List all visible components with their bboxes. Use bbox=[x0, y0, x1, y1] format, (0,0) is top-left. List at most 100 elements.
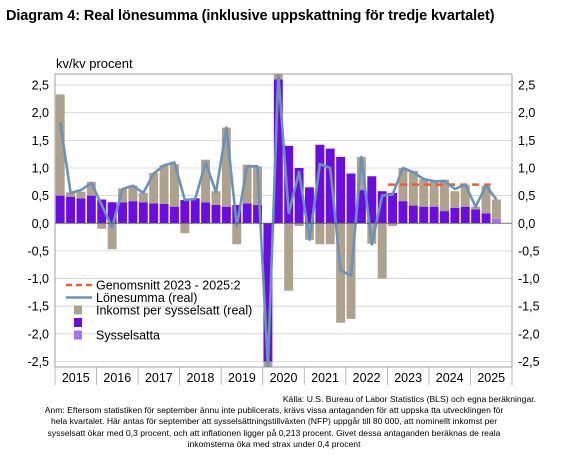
income-bar bbox=[97, 223, 107, 229]
y-tick-label-left: 1,5 bbox=[32, 134, 49, 148]
x-tick-label: 2016 bbox=[103, 371, 131, 385]
income-bar bbox=[221, 127, 231, 207]
y-tick-label-right: 2,5 bbox=[518, 79, 535, 93]
y-tick-label-left: 2,5 bbox=[32, 79, 49, 93]
employed-bar bbox=[97, 199, 107, 224]
x-tick-label: 2022 bbox=[353, 371, 381, 385]
income-bar bbox=[388, 223, 398, 227]
y-tick-label-right: 0,0 bbox=[518, 217, 535, 231]
income-bar bbox=[242, 164, 252, 204]
y-tick-label-right: 1,0 bbox=[518, 161, 535, 175]
note-line: hela kvartalet. Här antas för september … bbox=[50, 416, 498, 427]
chart-title: Diagram 4: Real lönesumma (inklusive upp… bbox=[6, 8, 495, 24]
legend-swatch-bar bbox=[74, 305, 82, 315]
y-tick-label-right: -0,5 bbox=[518, 244, 540, 258]
employed-bar bbox=[169, 206, 179, 224]
y-tick-label-left: -0,5 bbox=[27, 244, 49, 258]
employed-bar bbox=[377, 191, 387, 224]
employed-bar bbox=[284, 145, 294, 224]
employed-bar bbox=[450, 207, 460, 224]
plot-area bbox=[55, 74, 501, 367]
income-bar bbox=[377, 223, 387, 279]
income-bar bbox=[138, 192, 148, 203]
legend-label: Inkomst per sysselsatt (real) bbox=[96, 304, 252, 318]
employed-bar bbox=[86, 195, 96, 224]
employed-bar bbox=[128, 201, 138, 224]
income-bar bbox=[419, 179, 429, 207]
income-bar bbox=[149, 172, 159, 204]
x-tick-label: 2025 bbox=[477, 371, 505, 385]
employed-bar bbox=[138, 202, 148, 224]
employed-bar bbox=[76, 198, 86, 224]
y-tick-label-left: 0,0 bbox=[32, 217, 49, 231]
employed-bar bbox=[107, 202, 117, 224]
income-bar bbox=[336, 223, 346, 323]
employed-bar bbox=[315, 144, 325, 224]
income-bar bbox=[273, 74, 283, 80]
x-tick-label: 2024 bbox=[436, 371, 464, 385]
income-bar bbox=[460, 184, 470, 207]
employed-bar bbox=[242, 203, 252, 224]
annotation-note: Anm: Eftersom statistiken för september … bbox=[0, 405, 548, 451]
employed-bar bbox=[211, 205, 221, 224]
y-axis-label: kv/kv procent bbox=[56, 56, 133, 71]
income-bar bbox=[356, 156, 366, 191]
employed-bar bbox=[304, 187, 314, 224]
x-tick-label: 2020 bbox=[270, 371, 298, 385]
y-tick-label-right: -1,0 bbox=[518, 272, 540, 286]
income-bar bbox=[159, 165, 169, 204]
y-tick-label-right: 2,0 bbox=[518, 106, 535, 120]
income-bar bbox=[201, 159, 211, 203]
income-bar bbox=[450, 191, 460, 208]
employed-bar bbox=[440, 211, 449, 224]
note-line: Anm: Eftersom statistiken för september … bbox=[44, 405, 504, 415]
employed-bar bbox=[273, 79, 283, 224]
income-bar bbox=[66, 192, 76, 197]
legend-label: Sysselsatta bbox=[96, 329, 160, 343]
income-bar bbox=[180, 223, 190, 234]
employed-bar bbox=[388, 192, 398, 224]
legend-label: Genomsnitt 2023 - 2025:2 bbox=[96, 279, 241, 293]
employed-bar bbox=[190, 198, 200, 224]
legend-swatch-bar bbox=[74, 330, 82, 340]
income-bar bbox=[325, 223, 335, 245]
y-tick-label-right: 0,5 bbox=[518, 189, 535, 203]
x-tick-label: 2018 bbox=[187, 371, 215, 385]
wage-sum-line bbox=[58, 74, 498, 367]
chart-canvas: 2,5 2,5 2,0 2,0 1,5 1,5 1,0 1,0 0,5 0,5 0,0 0,0 -0,5… bbox=[27, 73, 540, 385]
employed-bar bbox=[159, 203, 169, 224]
employed-bar bbox=[346, 173, 356, 224]
y-tick-label-left: 0,5 bbox=[32, 189, 49, 203]
x-tick-label: 2021 bbox=[311, 371, 339, 385]
y-tick-label-left: 2,0 bbox=[32, 106, 49, 120]
income-bar bbox=[284, 223, 294, 291]
employed-bar bbox=[398, 201, 408, 224]
y-tick-label-left: -1,0 bbox=[27, 272, 49, 286]
x-tick-label: 2015 bbox=[62, 371, 90, 385]
source-note: Källa: U.S. Bureau of Labor Statistics (… bbox=[282, 394, 536, 404]
y-tick-label-right: -1,5 bbox=[518, 300, 540, 314]
income-bar bbox=[211, 191, 221, 206]
income-bar bbox=[491, 199, 501, 219]
employed-bar bbox=[66, 196, 76, 224]
income-bar bbox=[76, 191, 86, 199]
employed-bar bbox=[367, 176, 377, 224]
y-tick-label-left: 1,0 bbox=[32, 161, 49, 175]
employed-bar bbox=[336, 156, 346, 224]
income-bar bbox=[107, 223, 117, 250]
employed-bar bbox=[460, 206, 470, 224]
x-tick-label: 2019 bbox=[228, 371, 256, 385]
plot-frame bbox=[54, 73, 513, 368]
income-bar bbox=[315, 223, 325, 245]
employed-bar bbox=[419, 206, 429, 224]
income-bar bbox=[128, 185, 138, 202]
employed-bar bbox=[471, 209, 481, 224]
income-bar bbox=[429, 180, 439, 207]
income-bar bbox=[118, 188, 127, 203]
employed-bar bbox=[491, 218, 501, 224]
income-bar bbox=[232, 223, 242, 245]
legend-swatch-bar bbox=[74, 318, 82, 327]
income-bar bbox=[471, 206, 481, 210]
employed-bar bbox=[263, 223, 273, 362]
income-bar bbox=[481, 185, 491, 214]
